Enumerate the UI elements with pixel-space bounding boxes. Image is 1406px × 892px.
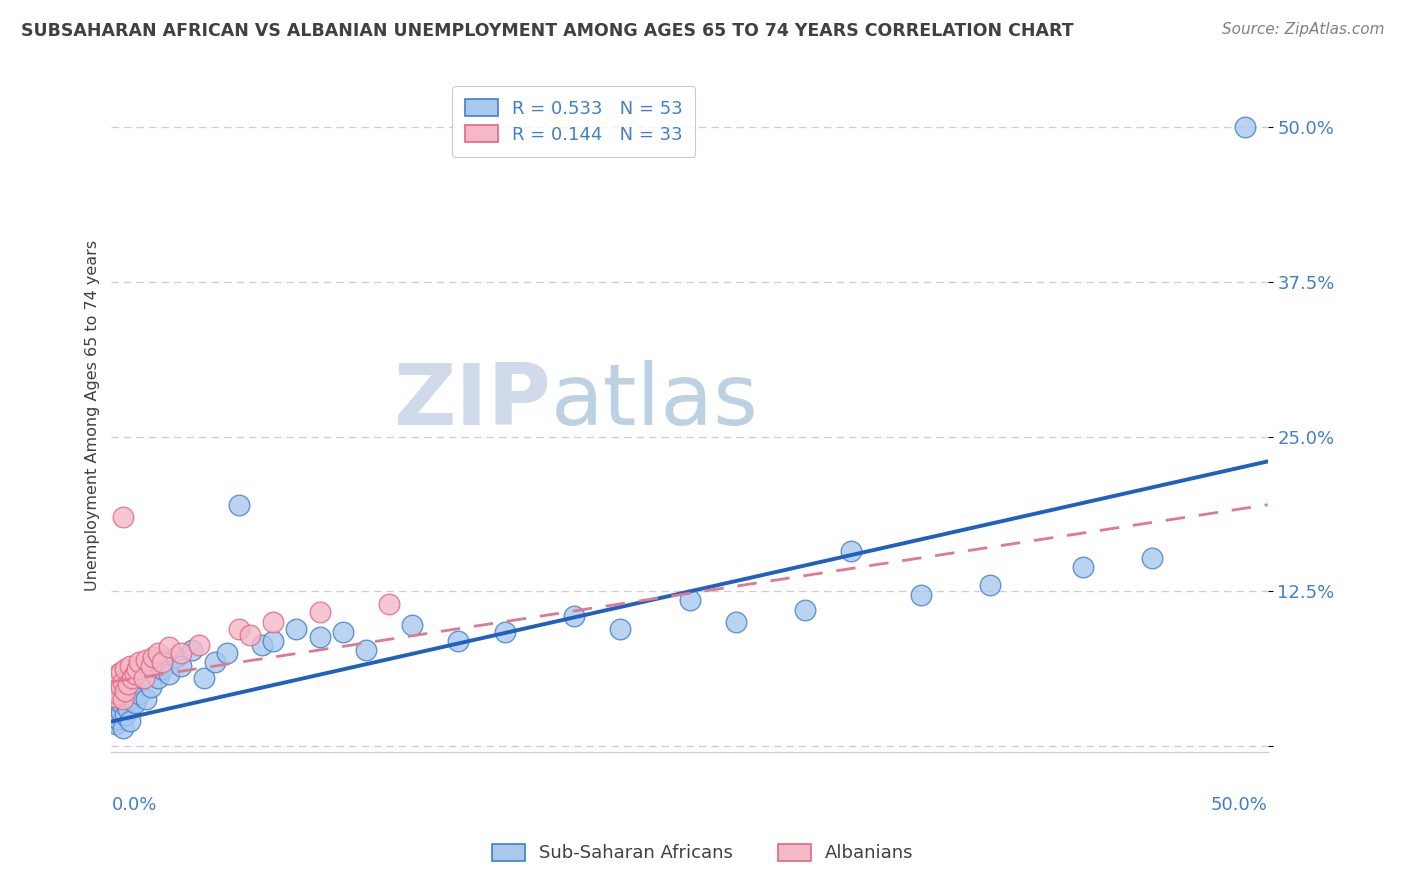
Point	[1071, 559, 1094, 574]
Point	[447, 634, 470, 648]
Point	[401, 618, 423, 632]
Point	[979, 578, 1001, 592]
Y-axis label: Unemployment Among Ages 65 to 74 years: Unemployment Among Ages 65 to 74 years	[86, 239, 100, 591]
Point	[135, 652, 157, 666]
Point	[157, 667, 180, 681]
Point	[910, 588, 932, 602]
Point	[107, 667, 129, 681]
Point	[142, 652, 165, 666]
Point	[193, 671, 215, 685]
Point	[107, 702, 129, 716]
Point	[150, 655, 173, 669]
Point	[228, 498, 250, 512]
Text: Source: ZipAtlas.com: Source: ZipAtlas.com	[1222, 22, 1385, 37]
Point	[121, 677, 143, 691]
Point	[111, 510, 134, 524]
Point	[135, 658, 157, 673]
Point	[562, 609, 585, 624]
Point	[239, 628, 262, 642]
Point	[150, 663, 173, 677]
Point	[111, 674, 134, 689]
Legend: R = 0.533   N = 53, R = 0.144   N = 33: R = 0.533 N = 53, R = 0.144 N = 33	[453, 87, 696, 157]
Point	[124, 667, 146, 681]
Point	[308, 630, 330, 644]
Legend: Sub-Saharan Africans, Albanians: Sub-Saharan Africans, Albanians	[485, 837, 921, 870]
Point	[285, 622, 308, 636]
Point	[125, 665, 148, 679]
Point	[103, 671, 125, 685]
Point	[724, 615, 747, 630]
Point	[132, 671, 155, 685]
Point	[354, 642, 377, 657]
Point	[114, 708, 136, 723]
Point	[110, 705, 132, 719]
Point	[114, 683, 136, 698]
Point	[165, 650, 187, 665]
Point	[146, 646, 169, 660]
Point	[204, 655, 226, 669]
Point	[378, 597, 401, 611]
Point	[118, 692, 141, 706]
Point	[128, 655, 150, 669]
Text: atlas: atlas	[551, 360, 759, 443]
Point	[228, 622, 250, 636]
Point	[678, 593, 700, 607]
Point	[105, 708, 128, 723]
Point	[1140, 551, 1163, 566]
Point	[114, 663, 136, 677]
Point	[142, 650, 165, 665]
Point	[135, 692, 157, 706]
Point	[118, 714, 141, 729]
Point	[157, 640, 180, 655]
Point	[131, 671, 153, 685]
Point	[103, 683, 125, 698]
Point	[110, 696, 132, 710]
Point	[117, 677, 139, 691]
Point	[308, 606, 330, 620]
Point	[188, 638, 211, 652]
Point	[110, 665, 132, 679]
Point	[105, 690, 128, 704]
Point	[181, 642, 204, 657]
Point	[170, 646, 193, 660]
Text: SUBSAHARAN AFRICAN VS ALBANIAN UNEMPLOYMENT AMONG AGES 65 TO 74 YEARS CORRELATIO: SUBSAHARAN AFRICAN VS ALBANIAN UNEMPLOYM…	[21, 22, 1074, 40]
Point	[250, 638, 273, 652]
Point	[111, 692, 134, 706]
Point	[262, 615, 284, 630]
Point	[139, 658, 162, 673]
Point	[841, 543, 863, 558]
Point	[103, 714, 125, 729]
Point	[139, 680, 162, 694]
Point	[111, 690, 134, 704]
Point	[114, 683, 136, 698]
Point	[121, 671, 143, 685]
Point	[128, 687, 150, 701]
Point	[494, 625, 516, 640]
Point	[146, 671, 169, 685]
Point	[170, 658, 193, 673]
Point	[110, 680, 132, 694]
Point	[107, 712, 129, 726]
Point	[111, 721, 134, 735]
Point	[215, 646, 238, 660]
Point	[107, 687, 129, 701]
Point	[117, 702, 139, 716]
Point	[794, 603, 817, 617]
Text: ZIP: ZIP	[394, 360, 551, 443]
Point	[1233, 120, 1256, 134]
Point	[105, 677, 128, 691]
Text: 0.0%: 0.0%	[111, 796, 157, 814]
Point	[105, 717, 128, 731]
Point	[125, 663, 148, 677]
Text: 50.0%: 50.0%	[1211, 796, 1268, 814]
Point	[609, 622, 631, 636]
Point	[332, 625, 354, 640]
Point	[124, 696, 146, 710]
Point	[262, 634, 284, 648]
Point	[118, 658, 141, 673]
